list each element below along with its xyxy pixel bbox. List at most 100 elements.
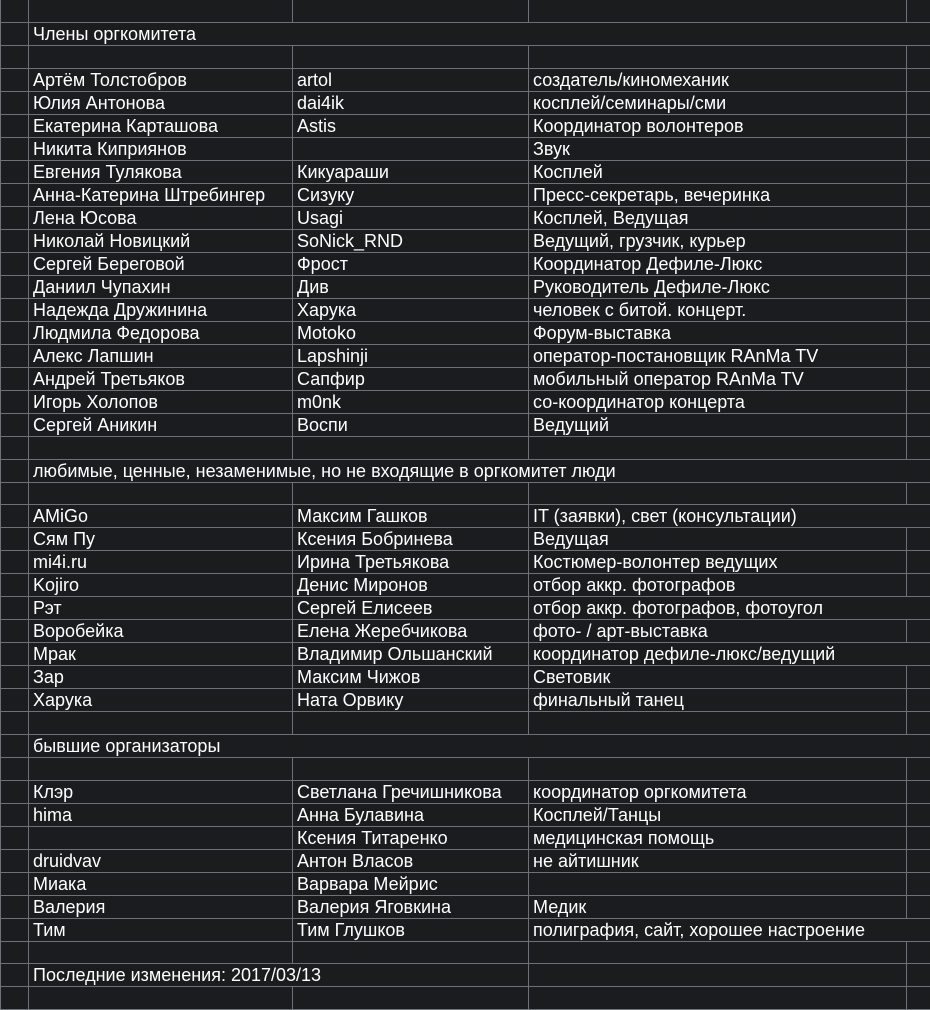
- grid-cell[interactable]: Харука: [28, 688, 293, 713]
- cell-empty[interactable]: [906, 826, 930, 850]
- grid-cell[interactable]: Див: [292, 275, 529, 299]
- grid-cell[interactable]: Елена Жеребчикова: [292, 619, 529, 644]
- cell-empty[interactable]: [292, 436, 529, 460]
- grid-cell[interactable]: Варвара Мейрис: [292, 872, 529, 896]
- cell-empty[interactable]: [292, 0, 529, 24]
- grid-cell[interactable]: Ведущий, грузчик, курьер: [528, 229, 907, 253]
- cell-empty[interactable]: [0, 0, 29, 24]
- cell-empty[interactable]: [0, 573, 29, 598]
- cell-empty[interactable]: [28, 0, 293, 24]
- cell-empty[interactable]: [528, 986, 907, 1010]
- cell-empty[interactable]: [0, 390, 29, 414]
- grid-cell[interactable]: Рэт: [28, 596, 293, 621]
- grid-cell[interactable]: Kojiro: [28, 573, 293, 598]
- grid-cell[interactable]: Людмила Федорова: [28, 321, 293, 345]
- cell-empty[interactable]: [528, 436, 907, 460]
- grid-cell[interactable]: Motoko: [292, 321, 529, 345]
- cell-empty[interactable]: [0, 436, 29, 460]
- grid-cell[interactable]: создатель/киномеханик: [528, 68, 907, 92]
- cell-empty[interactable]: [906, 665, 930, 690]
- cell-empty[interactable]: [0, 275, 29, 299]
- cell-empty[interactable]: [906, 619, 930, 644]
- grid-cell[interactable]: Игорь Холопов: [28, 390, 293, 414]
- cell-empty[interactable]: [0, 826, 29, 850]
- cell-empty[interactable]: [292, 711, 529, 735]
- cell-empty[interactable]: [0, 780, 29, 804]
- grid-cell[interactable]: [28, 826, 293, 850]
- grid-cell[interactable]: Максим Чижов: [292, 665, 529, 690]
- grid-cell[interactable]: Косплей/Танцы: [528, 803, 907, 827]
- grid-cell[interactable]: Алекс Лапшин: [28, 344, 293, 368]
- grid-cell[interactable]: IT (заявки), свет (консультации): [528, 504, 930, 529]
- grid-cell[interactable]: оператор-постановщик RAnMa TV: [528, 344, 907, 368]
- cell-empty[interactable]: [28, 711, 293, 735]
- cell-empty[interactable]: [0, 183, 29, 207]
- cell-empty[interactable]: [0, 160, 29, 184]
- cell-empty[interactable]: [906, 0, 930, 24]
- cell-empty[interactable]: [292, 757, 529, 781]
- cell-empty[interactable]: [528, 963, 907, 988]
- grid-cell[interactable]: Клэр: [28, 780, 293, 804]
- grid-cell[interactable]: Lapshinji: [292, 344, 529, 368]
- cell-empty[interactable]: [906, 206, 930, 230]
- cell-empty[interactable]: [906, 803, 930, 827]
- grid-cell[interactable]: Звук: [528, 137, 907, 161]
- grid-cell[interactable]: druidvav: [28, 849, 293, 873]
- grid-cell[interactable]: Тим Глушков: [292, 918, 529, 942]
- grid-cell[interactable]: Миака: [28, 872, 293, 896]
- grid-cell[interactable]: Валерия: [28, 895, 293, 919]
- grid-cell[interactable]: Сизуку: [292, 183, 529, 207]
- cell-empty[interactable]: [0, 45, 29, 69]
- cell-empty[interactable]: [0, 229, 29, 253]
- grid-cell[interactable]: Максим Гашков: [292, 504, 529, 529]
- cell-empty[interactable]: [0, 963, 29, 988]
- grid-cell[interactable]: Светлана Гречишникова: [292, 780, 529, 804]
- cell-empty[interactable]: [906, 114, 930, 138]
- grid-cell[interactable]: Лена Юсова: [28, 206, 293, 230]
- cell-empty[interactable]: [28, 482, 293, 506]
- grid-cell[interactable]: Анна Булавина: [292, 803, 529, 827]
- grid-cell[interactable]: не айтишник: [528, 849, 907, 873]
- cell-empty[interactable]: [0, 459, 29, 483]
- cell-empty[interactable]: [906, 527, 930, 552]
- grid-cell[interactable]: Ирина Третьякова: [292, 550, 529, 575]
- grid-cell[interactable]: Координатор Дефиле-Люкс: [528, 252, 907, 276]
- grid-cell[interactable]: Медик: [528, 895, 907, 919]
- grid-cell[interactable]: Сям Пу: [28, 527, 293, 552]
- cell-empty[interactable]: [906, 757, 930, 781]
- cell-empty[interactable]: [0, 688, 29, 713]
- cell-empty[interactable]: [0, 114, 29, 138]
- grid-cell[interactable]: Зар: [28, 665, 293, 690]
- cell-empty[interactable]: [906, 252, 930, 276]
- grid-cell[interactable]: Воробейка: [28, 619, 293, 644]
- cell-empty[interactable]: [906, 986, 930, 1010]
- grid-cell[interactable]: dai4ik: [292, 91, 529, 115]
- cell-empty[interactable]: [906, 413, 930, 437]
- cell-empty[interactable]: [906, 436, 930, 460]
- section-title[interactable]: любимые, ценные, незаменимые, но не вход…: [28, 459, 930, 483]
- grid-cell[interactable]: полиграфия, сайт, хорошее настроение: [528, 918, 930, 942]
- grid-cell[interactable]: Косплей, Ведущая: [528, 206, 907, 230]
- grid-cell[interactable]: финальный танец: [528, 688, 907, 713]
- grid-cell[interactable]: отбор аккр. фотографов, фотоугол: [528, 596, 930, 621]
- grid-cell[interactable]: Руководитель Дефиле-Люкс: [528, 275, 907, 299]
- cell-empty[interactable]: [292, 986, 529, 1010]
- grid-cell[interactable]: Кикуараши: [292, 160, 529, 184]
- grid-cell[interactable]: фото- / арт-выставка: [528, 619, 907, 644]
- section-title[interactable]: бывшие организаторы: [28, 734, 930, 758]
- cell-empty[interactable]: [0, 986, 29, 1010]
- grid-cell[interactable]: Мрак: [28, 642, 293, 667]
- cell-empty[interactable]: [528, 0, 907, 24]
- grid-cell[interactable]: Евгения Тулякова: [28, 160, 293, 184]
- cell-empty[interactable]: [0, 642, 29, 667]
- cell-empty[interactable]: [528, 711, 907, 735]
- cell-empty[interactable]: [0, 482, 29, 506]
- grid-cell[interactable]: Екатерина Карташова: [28, 114, 293, 138]
- cell-empty[interactable]: [528, 482, 907, 506]
- cell-empty[interactable]: [28, 941, 293, 965]
- cell-empty[interactable]: [906, 91, 930, 115]
- grid-cell[interactable]: Харука: [292, 298, 529, 322]
- grid-cell[interactable]: Андрей Третьяков: [28, 367, 293, 391]
- cell-empty[interactable]: [0, 504, 29, 529]
- grid-cell[interactable]: mi4i.ru: [28, 550, 293, 575]
